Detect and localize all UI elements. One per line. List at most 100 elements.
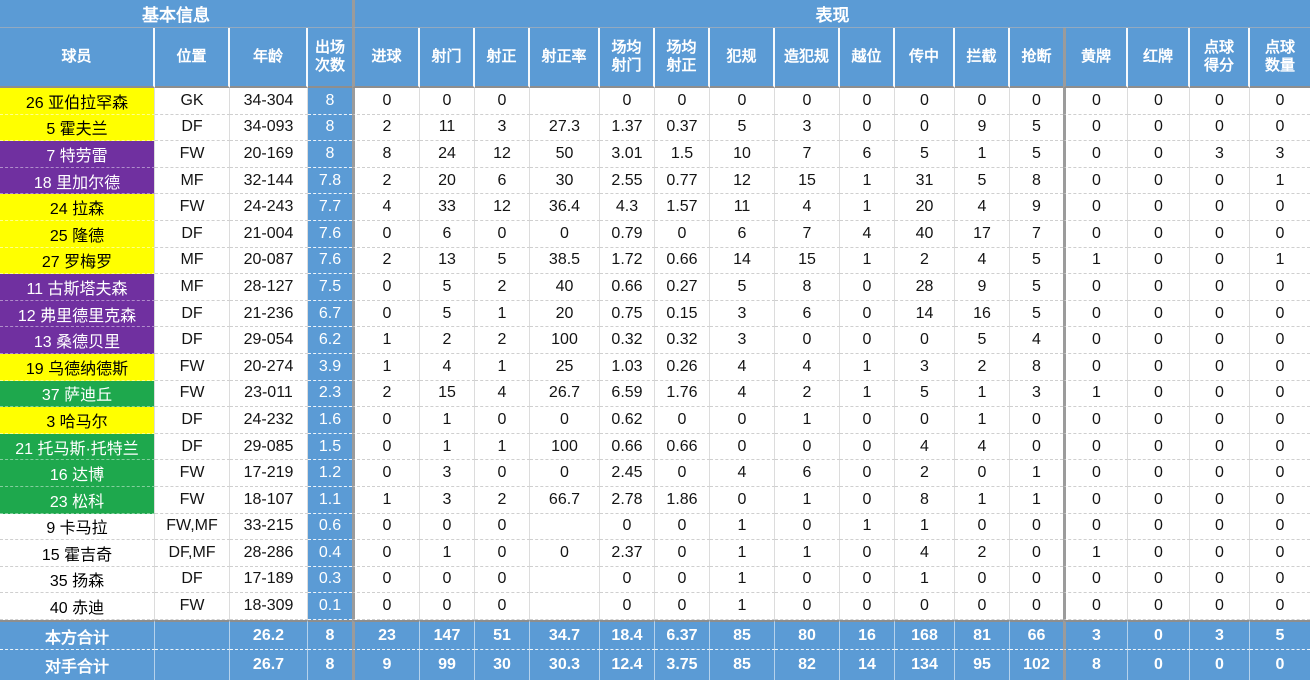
player-name-cell[interactable]: 37 萨迪丘 xyxy=(0,380,155,408)
cell-shot-accuracy: 0 xyxy=(530,540,600,567)
cell-fouls: 3 xyxy=(710,300,775,328)
cell-crosses: 3 xyxy=(895,353,955,381)
cell-shots-on-target: 5 xyxy=(475,247,530,275)
cell-fouls-drawn: 15 xyxy=(775,247,840,275)
cell-position: FW xyxy=(155,141,230,168)
cell-shots: 0 xyxy=(420,88,475,115)
cell-penalty-count: 0 xyxy=(1250,540,1310,567)
total-cell-appearances: 8 xyxy=(308,620,352,650)
cell-penalty-goals: 0 xyxy=(1190,513,1250,541)
cell-penalty-goals: 3 xyxy=(1190,141,1250,168)
player-name-cell[interactable]: 18 里加尔德 xyxy=(0,167,155,195)
cell-fouls: 3 xyxy=(710,327,775,354)
cell-age: 21-004 xyxy=(230,220,308,248)
player-name-cell[interactable]: 9 卡马拉 xyxy=(0,513,155,541)
player-name-cell[interactable]: 3 哈马尔 xyxy=(0,407,155,434)
player-name-cell[interactable]: 12 弗里德里克森 xyxy=(0,300,155,328)
cell-intercepts: 5 xyxy=(955,167,1010,195)
cell-crosses: 4 xyxy=(895,433,955,461)
cell-yellow-cards: 0 xyxy=(1063,353,1128,381)
cell-intercepts: 2 xyxy=(955,353,1010,381)
player-row: 24 拉森 FW 24-243 7.7 4 33 12 36.4 4.3 1.57 11 4 1 20 4 9… xyxy=(0,194,1310,221)
total-cell-goals: 9 xyxy=(352,650,420,680)
cell-shots: 1 xyxy=(420,407,475,434)
cell-tackles: 5 xyxy=(1010,274,1063,301)
cell-offsides: 0 xyxy=(840,486,895,514)
cell-crosses: 28 xyxy=(895,274,955,301)
cell-position: FW,MF xyxy=(155,513,230,541)
cell-yellow-cards: 1 xyxy=(1063,380,1128,408)
player-name-cell[interactable]: 15 霍吉奇 xyxy=(0,540,155,567)
cell-position: GK xyxy=(155,88,230,115)
cell-crosses: 5 xyxy=(895,141,955,168)
cell-shot-accuracy: 25 xyxy=(530,353,600,381)
cell-goals: 2 xyxy=(352,247,420,275)
cell-fouls: 4 xyxy=(710,460,775,487)
cell-tackles: 5 xyxy=(1010,114,1063,142)
player-name-cell[interactable]: 40 赤迪 xyxy=(0,593,155,620)
player-name-cell[interactable]: 5 霍夫兰 xyxy=(0,114,155,142)
group-header-performance: 表现 xyxy=(352,0,1310,28)
cell-fouls-drawn: 0 xyxy=(775,327,840,354)
total-row: 对手合计 26.7 8 9 99 30 30.3 12.4 3.75 85 82 14 134 95 102… xyxy=(0,650,1310,680)
player-name-cell[interactable]: 13 桑德贝里 xyxy=(0,327,155,354)
cell-position: FW xyxy=(155,380,230,408)
player-name-cell[interactable]: 27 罗梅罗 xyxy=(0,247,155,275)
player-name-cell[interactable]: 24 拉森 xyxy=(0,194,155,221)
cell-offsides: 4 xyxy=(840,220,895,248)
cell-age: 28-286 xyxy=(230,540,308,567)
cell-shot-accuracy: 100 xyxy=(530,433,600,461)
cell-appearances: 1.5 xyxy=(308,433,352,461)
cell-fouls-drawn: 1 xyxy=(775,407,840,434)
cell-goals: 1 xyxy=(352,486,420,514)
cell-intercepts: 17 xyxy=(955,220,1010,248)
player-name-cell[interactable]: 25 隆德 xyxy=(0,220,155,248)
total-cell-red-cards: 0 xyxy=(1128,650,1190,680)
cell-shots: 1 xyxy=(420,433,475,461)
cell-position: FW xyxy=(155,460,230,487)
total-cell-shots: 147 xyxy=(420,620,475,650)
cell-fouls: 1 xyxy=(710,566,775,594)
player-name-cell[interactable]: 35 扬森 xyxy=(0,566,155,594)
cell-fouls: 0 xyxy=(710,486,775,514)
player-name-cell[interactable]: 21 托马斯·托特兰 xyxy=(0,433,155,461)
player-row: 11 古斯塔夫森 MF 28-127 7.5 0 5 2 40 0.66 0.27 5 8 0 28 9 5 0… xyxy=(0,274,1310,301)
cell-penalty-count: 0 xyxy=(1250,433,1310,461)
cell-yellow-cards: 0 xyxy=(1063,566,1128,594)
cell-shots: 0 xyxy=(420,593,475,620)
player-row: 26 亚伯拉罕森 GK 34-304 8 0 0 0 0 0 0 0 0 0 0 0 0 0 0 0 xyxy=(0,88,1310,115)
cell-red-cards: 0 xyxy=(1128,460,1190,487)
cell-shot-accuracy: 26.7 xyxy=(530,380,600,408)
total-cell-sot-per-game: 3.75 xyxy=(655,650,710,680)
col-header-yellow-cards: 黄牌 xyxy=(1063,28,1128,88)
total-cell-fouls: 85 xyxy=(710,650,775,680)
cell-sot-per-game: 1.5 xyxy=(655,141,710,168)
cell-shot-accuracy xyxy=(530,513,600,541)
cell-sot-per-game: 0.66 xyxy=(655,433,710,461)
cell-sot-per-game: 0 xyxy=(655,540,710,567)
player-name-cell[interactable]: 19 乌德纳德斯 xyxy=(0,353,155,381)
player-row: 19 乌德纳德斯 FW 20-274 3.9 1 4 1 25 1.03 0.26 4 4 1 3 2 8 0 0… xyxy=(0,353,1310,381)
cell-goals: 0 xyxy=(352,88,420,115)
player-name-cell[interactable]: 11 古斯塔夫森 xyxy=(0,274,155,301)
cell-penalty-goals: 0 xyxy=(1190,274,1250,301)
total-cell-crosses: 134 xyxy=(895,650,955,680)
cell-shots-on-target: 1 xyxy=(475,300,530,328)
total-cell-age: 26.7 xyxy=(230,650,308,680)
cell-appearances: 8 xyxy=(308,88,352,115)
player-row: 7 特劳雷 FW 20-169 8 8 24 12 50 3.01 1.5 10 7 6 5 1 5 0 0 3 3 xyxy=(0,141,1310,168)
cell-shot-accuracy xyxy=(530,566,600,594)
cell-shots-per-game: 0.79 xyxy=(600,220,655,248)
cell-tackles: 0 xyxy=(1010,566,1063,594)
cell-shots: 24 xyxy=(420,141,475,168)
cell-penalty-count: 0 xyxy=(1250,566,1310,594)
player-name-cell[interactable]: 16 达博 xyxy=(0,460,155,487)
player-name-cell[interactable]: 23 松科 xyxy=(0,486,155,514)
col-header-penalty-count: 点球 数量 xyxy=(1250,28,1310,88)
player-name-cell[interactable]: 26 亚伯拉罕森 xyxy=(0,88,155,115)
cell-tackles: 8 xyxy=(1010,167,1063,195)
cell-shots-on-target: 12 xyxy=(475,194,530,221)
player-name-cell[interactable]: 7 特劳雷 xyxy=(0,141,155,168)
cell-shots: 2 xyxy=(420,327,475,354)
cell-penalty-count: 0 xyxy=(1250,194,1310,221)
